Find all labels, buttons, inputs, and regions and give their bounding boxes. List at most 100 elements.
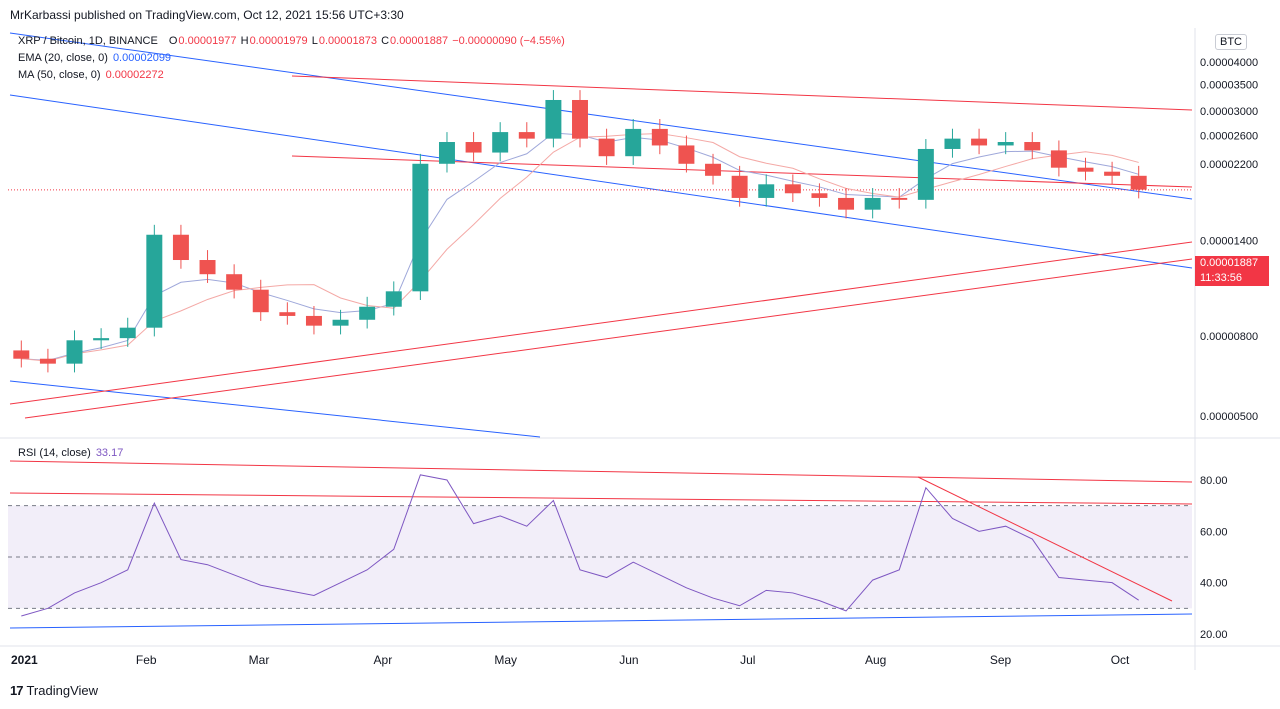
candle-body bbox=[146, 234, 163, 328]
candle-body bbox=[518, 132, 535, 139]
candle-body bbox=[784, 184, 801, 194]
candle-body bbox=[678, 145, 695, 164]
rsi-support-blue-line bbox=[9, 613, 1193, 629]
time-tick-label: Apr bbox=[374, 653, 393, 667]
candles bbox=[13, 90, 1147, 373]
candle-body bbox=[39, 358, 56, 364]
tradingview-brand[interactable]: TradingView bbox=[26, 683, 99, 698]
open-label: O bbox=[168, 35, 178, 47]
rsi-tick-label: 80.00 bbox=[1200, 475, 1228, 487]
current-price-tag: 0.00001887 bbox=[1195, 256, 1269, 271]
change-value: −0.00000090 (−4.55%) bbox=[452, 35, 565, 47]
rsi-tick-label: 40.00 bbox=[1200, 578, 1228, 590]
low-value: 0.00001873 bbox=[318, 35, 377, 47]
candle-body bbox=[971, 138, 988, 146]
candle-body bbox=[864, 197, 881, 210]
close-value: 0.00001887 bbox=[390, 35, 449, 47]
rsi-label: RSI (14, close) bbox=[18, 447, 91, 459]
candle-body bbox=[385, 291, 402, 307]
open-value: 0.00001977 bbox=[178, 35, 237, 47]
time-tick-label: Sep bbox=[990, 653, 1012, 667]
rsi-axis: 80.00 60.00 40.00 20.00 bbox=[1200, 475, 1228, 641]
ma-label: MA (50, close, 0) bbox=[18, 69, 101, 81]
close-label: C bbox=[381, 35, 390, 47]
time-tick-label: May bbox=[494, 653, 517, 667]
symbol-label[interactable]: XRP / Bitcoin, 1D, BINANCE bbox=[18, 35, 158, 47]
candle-body bbox=[412, 163, 429, 292]
rsi-line bbox=[21, 474, 1139, 617]
low-label: L bbox=[311, 35, 318, 47]
published-text: published on TradingView.com, Oct 12, 20… bbox=[74, 8, 404, 22]
time-tick-label: Aug bbox=[865, 653, 886, 667]
price-tick-label: 0.00004000 bbox=[1200, 57, 1258, 69]
candle-body bbox=[758, 184, 775, 198]
time-tick-label: 2021 bbox=[11, 653, 38, 667]
price-tick-label: 0.00000800 bbox=[1200, 331, 1258, 343]
time-tick-label: Feb bbox=[136, 653, 157, 667]
candle-body bbox=[332, 319, 349, 326]
candle-body bbox=[731, 175, 748, 198]
rsi-mid-red-line bbox=[9, 492, 1193, 505]
candle-body bbox=[917, 148, 934, 200]
rsi-series-line bbox=[21, 474, 1139, 617]
candle-body bbox=[252, 289, 269, 313]
publish-info: MrKarbassi published on TradingView.com,… bbox=[10, 8, 404, 22]
candle-body bbox=[572, 99, 588, 139]
candle-body bbox=[705, 163, 722, 176]
candle-body bbox=[651, 128, 668, 146]
candle-body bbox=[226, 274, 243, 290]
candle-body bbox=[305, 315, 322, 326]
candle-body bbox=[997, 142, 1014, 146]
ema-legend[interactable]: EMA (20, close, 0) 0.00002099 bbox=[18, 52, 171, 64]
rsi-tick-label: 20.00 bbox=[1200, 629, 1228, 641]
support-lower-red-line bbox=[24, 258, 1193, 419]
high-label: H bbox=[240, 35, 249, 47]
price-tick-label: 0.00002600 bbox=[1200, 130, 1258, 142]
time-tick-label: Oct bbox=[1111, 653, 1130, 667]
candle-body bbox=[1024, 142, 1041, 151]
channel-mid-blue-line bbox=[9, 94, 1193, 269]
rsi-downtrend-red-line bbox=[917, 476, 1173, 602]
footer: 17 TradingView bbox=[10, 683, 98, 698]
candle-body bbox=[1077, 167, 1094, 172]
rsi-band bbox=[8, 505, 1192, 609]
author-name[interactable]: MrKarbassi bbox=[10, 8, 71, 22]
candle-body bbox=[625, 128, 642, 157]
candle-body bbox=[891, 197, 908, 200]
price-tick-label: 0.00002200 bbox=[1200, 159, 1258, 171]
bar-countdown-tag: 11:33:56 bbox=[1195, 271, 1269, 286]
price-tick-label: 0.00003000 bbox=[1200, 106, 1258, 118]
channel-bottom-blue-line bbox=[9, 380, 541, 438]
tradingview-logo-icon[interactable]: 17 bbox=[10, 683, 24, 698]
candle-body bbox=[1130, 175, 1147, 190]
candle-body bbox=[438, 142, 455, 164]
price-tick-label: 0.00003500 bbox=[1200, 80, 1258, 92]
rsi-resistance-red-line bbox=[9, 460, 1193, 483]
ema-label: EMA (20, close, 0) bbox=[18, 52, 108, 64]
rsi-legend[interactable]: RSI (14, close) 33.17 bbox=[18, 447, 123, 459]
ohlc-values: O0.00001977 H0.00001979 L0.00001873 C0.0… bbox=[169, 35, 566, 47]
rsi-tick-label: 60.00 bbox=[1200, 526, 1228, 538]
candle-body bbox=[598, 138, 615, 157]
time-tick-label: Mar bbox=[249, 653, 270, 667]
ma-legend[interactable]: MA (50, close, 0) 0.00002272 bbox=[18, 69, 164, 81]
candle-body bbox=[93, 338, 110, 341]
time-tick-label: Jun bbox=[619, 653, 638, 667]
candle-body bbox=[279, 312, 296, 316]
candle-body bbox=[359, 306, 376, 320]
candle-body bbox=[119, 327, 136, 339]
candle-body bbox=[199, 260, 216, 275]
candle-body bbox=[545, 99, 562, 139]
candle-body bbox=[811, 193, 828, 198]
rsi-value: 33.17 bbox=[95, 447, 124, 459]
price-tick-label: 0.00000500 bbox=[1200, 411, 1258, 423]
currency-badge[interactable]: BTC bbox=[1215, 34, 1247, 50]
ema-value: 0.00002099 bbox=[112, 52, 172, 64]
time-tick-label: Jul bbox=[740, 653, 755, 667]
trendlines bbox=[8, 32, 1193, 629]
candle-body bbox=[465, 142, 482, 153]
time-axis: 2021 Feb Mar Apr May Jun Jul Aug Sep Oct bbox=[11, 653, 1130, 667]
candle-body bbox=[492, 132, 509, 153]
candle-body bbox=[1104, 171, 1121, 176]
